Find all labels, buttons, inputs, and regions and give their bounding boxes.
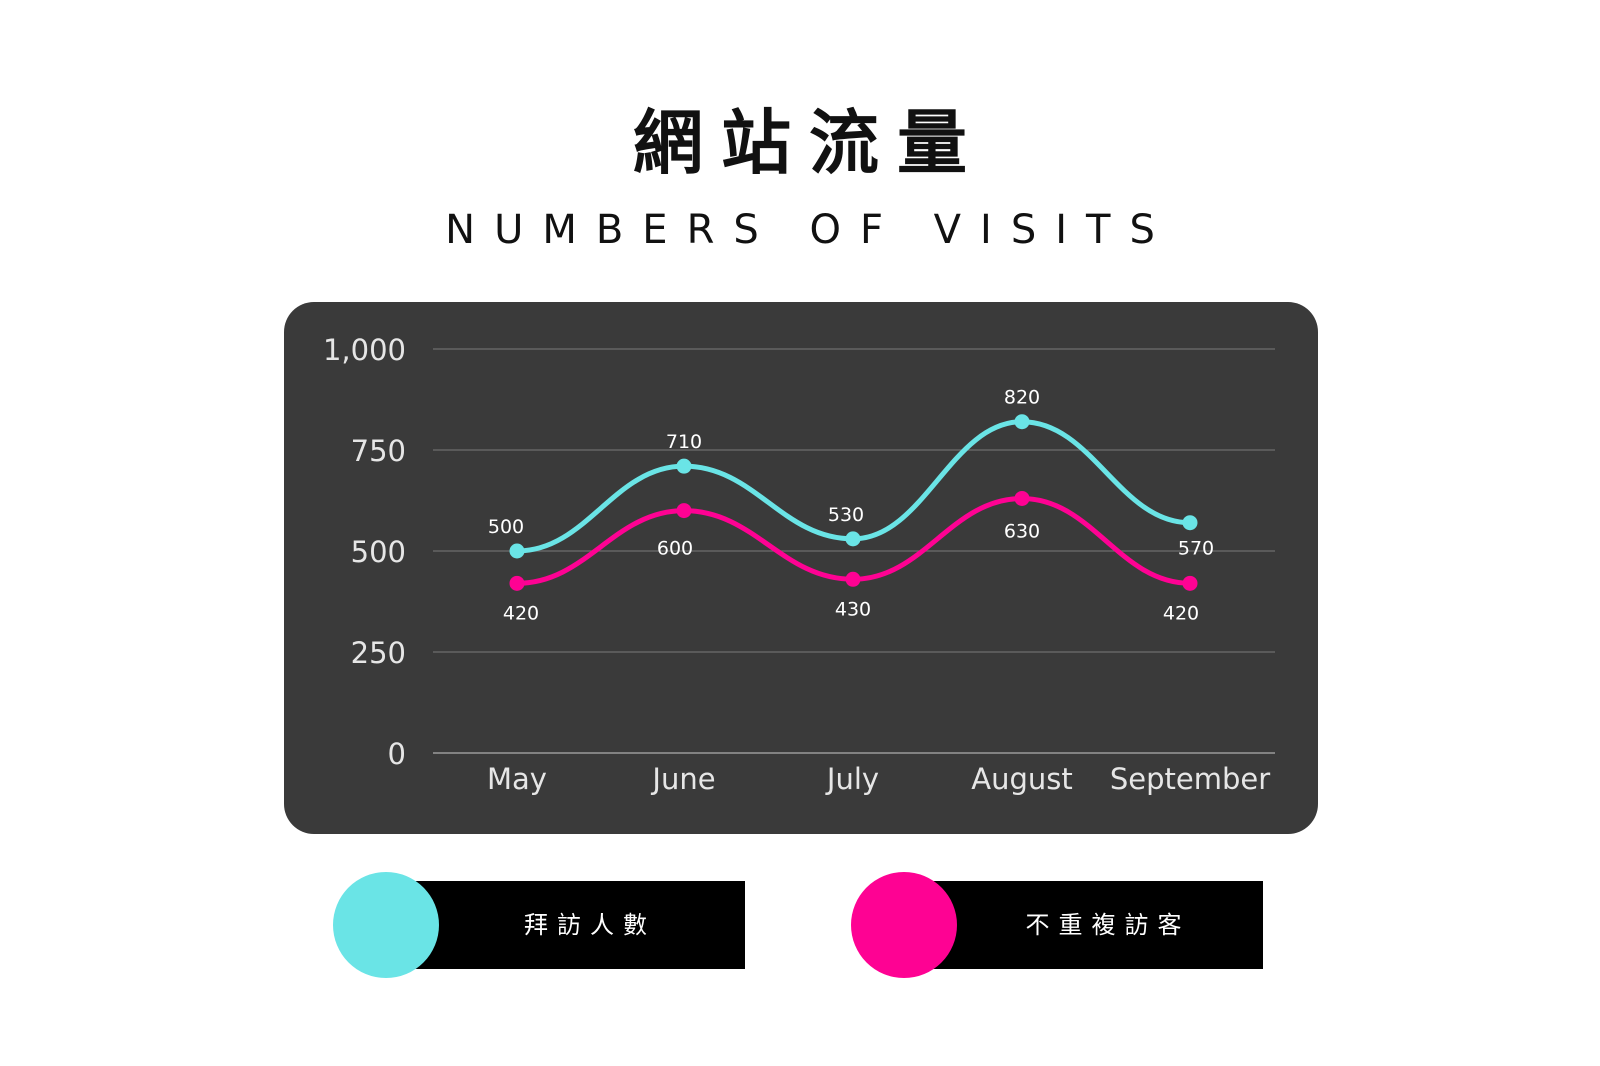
- data-point: [845, 571, 861, 587]
- data-point: [1182, 515, 1198, 531]
- chart-subtitle: NUMBERS OF VISITS: [445, 207, 1174, 253]
- data-point: [1014, 414, 1030, 430]
- chart-card: 0 250 500 750 1,000 May June July August Septembe…: [284, 302, 1318, 834]
- data-point: [676, 458, 692, 474]
- legend-label-visits: 拜訪人數: [524, 911, 656, 939]
- legend-swatch-visits: [333, 872, 439, 978]
- data-label: 500: [488, 516, 524, 538]
- legend-label-unique: 不重複訪客: [1025, 911, 1191, 939]
- data-label: 430: [835, 598, 871, 620]
- x-tick-label: July: [825, 762, 879, 796]
- data-label: 630: [1004, 520, 1040, 542]
- data-label: 600: [657, 538, 693, 560]
- data-label: 710: [666, 431, 702, 453]
- line-chart: 0 250 500 750 1,000 May June July August Septembe…: [323, 333, 1275, 796]
- data-point: [509, 543, 525, 559]
- x-tick-label: May: [487, 762, 547, 796]
- y-tick-label: 750: [351, 434, 406, 468]
- x-tick-label: September: [1110, 762, 1270, 796]
- x-tick-label: August: [971, 762, 1073, 796]
- data-point: [676, 503, 692, 519]
- y-tick-label: 250: [351, 636, 406, 670]
- y-tick-label: 1,000: [323, 333, 406, 367]
- x-tick-label: June: [650, 762, 715, 796]
- legend-swatch-unique: [851, 872, 957, 978]
- data-label: 420: [1163, 602, 1199, 624]
- legend-bar: [903, 881, 1263, 969]
- data-point: [845, 531, 861, 547]
- data-label: 820: [1004, 387, 1040, 409]
- data-point: [509, 575, 525, 591]
- data-point: [1014, 490, 1030, 506]
- data-label: 420: [503, 602, 539, 624]
- y-tick-label: 0: [388, 737, 406, 771]
- chart-title: 網站流量: [633, 102, 985, 184]
- data-point: [1182, 575, 1198, 591]
- data-label: 530: [828, 504, 864, 526]
- y-tick-label: 500: [351, 535, 406, 569]
- data-label: 570: [1178, 538, 1214, 560]
- legend-bar: [385, 881, 745, 969]
